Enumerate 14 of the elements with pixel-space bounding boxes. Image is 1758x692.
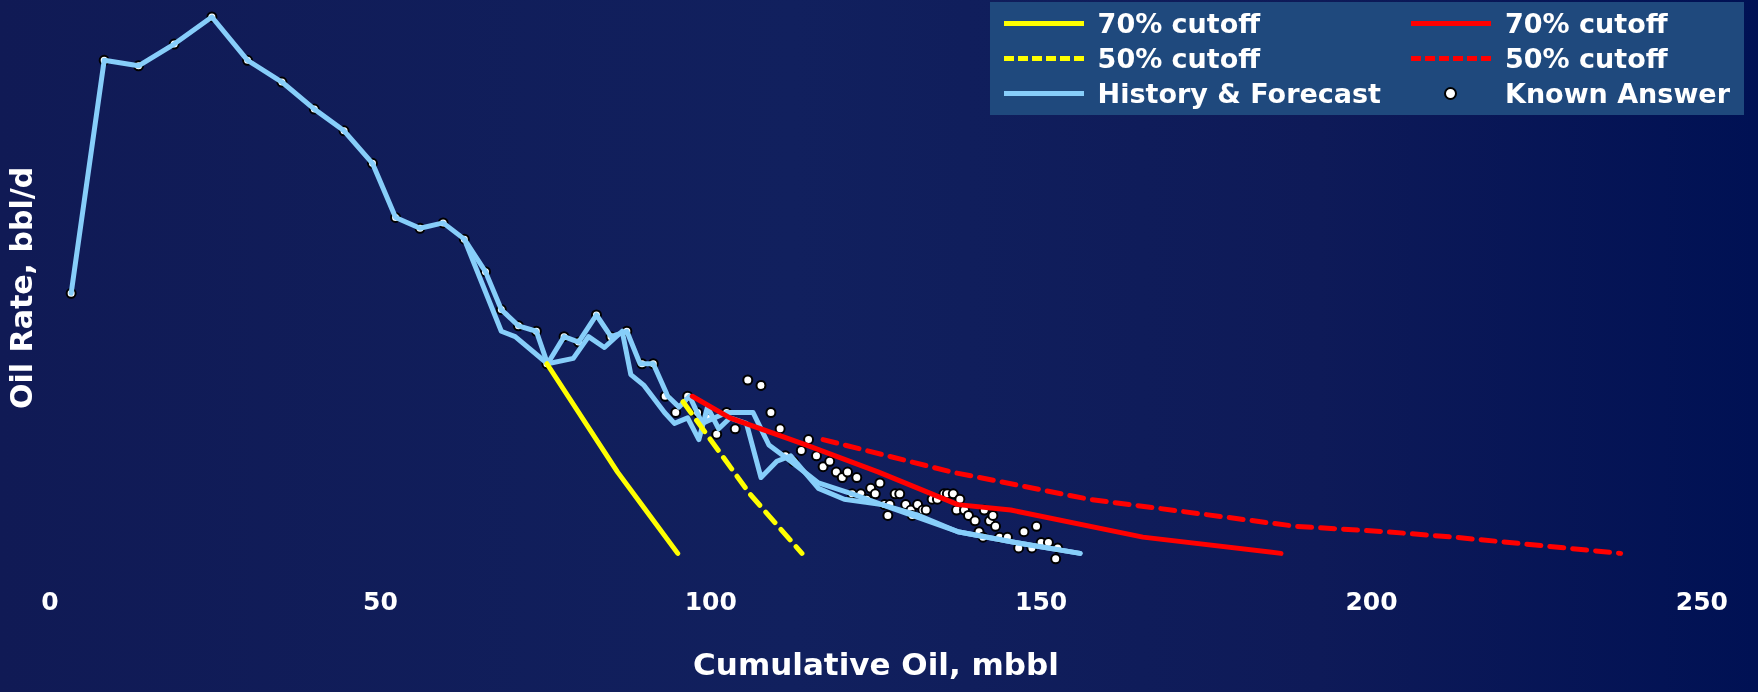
x-axis-title: Cumulative Oil, mbbl	[693, 646, 1059, 683]
legend-label: 70% cutoff	[1504, 8, 1668, 39]
x-tick-label: 0	[41, 587, 59, 617]
x-tick-label: 50	[362, 587, 398, 617]
legend-label: History & Forecast	[1097, 78, 1381, 109]
legend-label: 50% cutoff	[1097, 43, 1261, 74]
x-tick-label: 100	[684, 587, 737, 617]
x-tick-label: 200	[1345, 587, 1398, 617]
legend-label: 50% cutoff	[1504, 43, 1668, 74]
x-tick-label: 250	[1675, 587, 1728, 617]
x-tick-label: 150	[1015, 587, 1068, 617]
legend-label: 70% cutoff	[1097, 8, 1261, 39]
legend-label: Known Answer	[1504, 78, 1730, 109]
y-axis-title: Oil Rate, bbl/d	[3, 166, 39, 409]
